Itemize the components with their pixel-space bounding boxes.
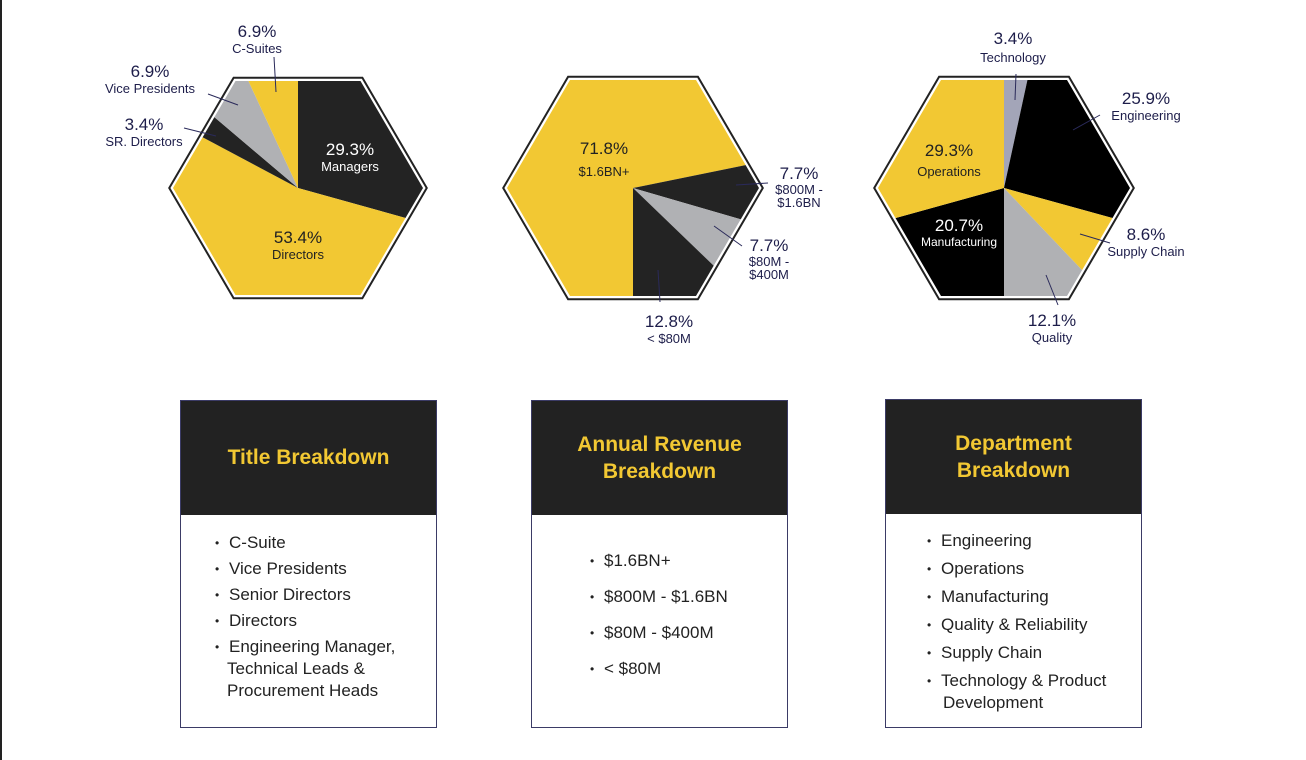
pie-slice-technology (1004, 80, 1047, 188)
revenue-pie (502, 75, 764, 301)
list-item: < $80M (590, 658, 787, 680)
list-item: Directors (215, 610, 436, 632)
label-technology: 3.4% Technology (980, 29, 1046, 66)
label-managers: 29.3% Managers (321, 140, 379, 174)
revenue-breakdown-card: Annual Revenue Breakdown $1.6BN+ $800M -… (531, 400, 788, 728)
card-list: $1.6BN+ $800M - $1.6BN $80M - $400M < $8… (532, 515, 787, 680)
list-item: Engineering Manager, (215, 636, 436, 658)
label-directors: 53.4% Directors (271, 228, 325, 262)
pie-slice--1-6bn- (507, 80, 759, 296)
label-c-suites: 6.9% C-Suites (232, 22, 282, 56)
leader-lines (183, 56, 1111, 306)
list-item: Quality & Reliability (927, 614, 1141, 636)
department-pie (873, 75, 1135, 301)
label-supply-chain: 8.6% Supply Chain (1107, 225, 1185, 259)
list-item: Engineering (927, 530, 1141, 552)
list-item-continued: Procurement Heads (227, 681, 379, 700)
pie-slice-c-suites (213, 81, 298, 188)
pie-slice-directors (173, 94, 423, 295)
label-under-80m: 12.8% < $80M (644, 312, 694, 346)
list-item: Vice Presidents (215, 558, 436, 580)
list-item: $1.6BN+ (590, 550, 787, 572)
label-quality: 12.1% Quality (1027, 311, 1077, 345)
list-item-continued: Development (943, 693, 1044, 712)
label-sr-directors: 3.4% SR. Directors (105, 115, 183, 149)
label-800m-1-6bn: 7.7% $800M - $1.6BN (775, 164, 823, 211)
label-80m-400m: 7.7% $80M - $400M (748, 236, 790, 283)
label-1-6bn: 71.8% $1.6BN+ (578, 139, 630, 179)
department-breakdown-card: Department Breakdown Engineering Operati… (885, 399, 1142, 728)
list-item: Technology & Product (927, 670, 1141, 692)
list-item: Senior Directors (215, 584, 436, 606)
list-item: C-Suite (215, 532, 436, 554)
list-item: Supply Chain (927, 642, 1141, 664)
label-operations: 29.3% Operations (917, 141, 981, 179)
title-pie (168, 76, 428, 300)
title-breakdown-card: Title Breakdown C-Suite Vice Presidents … (180, 400, 437, 728)
list-item: $800M - $1.6BN (590, 586, 787, 608)
list-item: Manufacturing (927, 586, 1141, 608)
label-manufacturing: 20.7% Manufacturing (920, 216, 998, 249)
card-title: Title Breakdown (181, 401, 436, 515)
card-list: Engineering Operations Manufacturing Qua… (886, 514, 1141, 714)
card-title: Annual Revenue Breakdown (532, 401, 787, 515)
list-item-continued: Technical Leads & (227, 659, 365, 678)
label-engineering: 25.9% Engineering (1111, 89, 1181, 123)
list-item: $80M - $400M (590, 622, 787, 644)
label-vice-presidents: 6.9% Vice Presidents (104, 62, 196, 96)
pie-charts (168, 56, 1135, 306)
list-item: Operations (927, 558, 1141, 580)
card-title: Department Breakdown (886, 400, 1141, 514)
card-list: C-Suite Vice Presidents Senior Directors… (181, 515, 436, 702)
pie-slice--800m-1-6bn (633, 148, 759, 244)
